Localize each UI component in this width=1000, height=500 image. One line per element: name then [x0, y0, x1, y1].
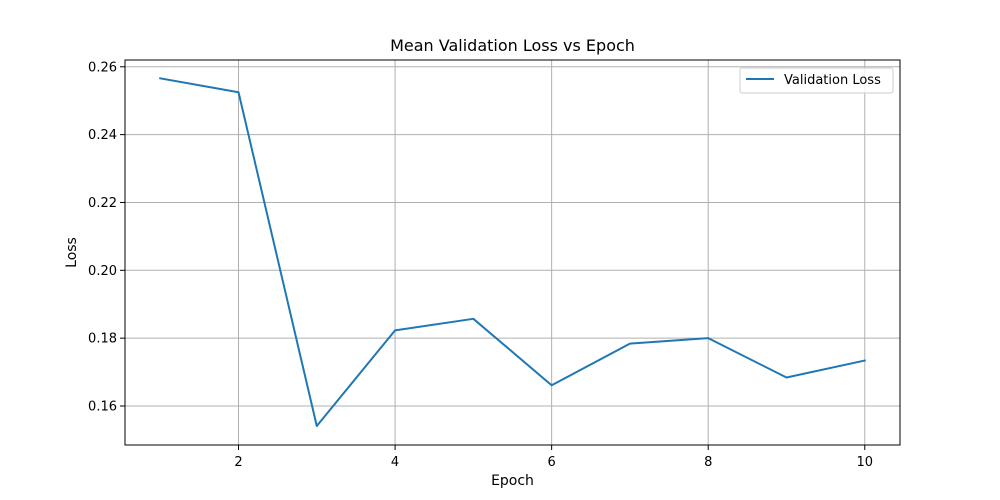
- legend-label: Validation Loss: [784, 73, 881, 88]
- y-axis-title: Loss: [64, 237, 80, 268]
- x-tick-label: 8: [704, 455, 712, 470]
- series-lines: [159, 77, 866, 427]
- legend: Validation Loss: [739, 67, 894, 94]
- y-tick-label: 0.16: [88, 399, 117, 414]
- y-tick-label: 0.20: [88, 264, 117, 279]
- y-tick-label: 0.24: [88, 128, 117, 143]
- x-tick-label: 10: [856, 455, 873, 470]
- y-tick-label: 0.18: [88, 332, 117, 347]
- x-axis-title: Epoch: [491, 473, 534, 489]
- y-tick-label: 0.22: [88, 196, 117, 211]
- axis-ticks: 2 4 6 8 10 0.16 0.18 0.20 0.22 0.24 0.26: [88, 60, 873, 470]
- series-line: [159, 77, 866, 427]
- grid-lines: [125, 60, 900, 445]
- x-tick-label: 2: [234, 455, 242, 470]
- y-tick-label: 0.26: [88, 60, 117, 75]
- x-tick-label: 4: [391, 455, 399, 470]
- chart-title: Mean Validation Loss vs Epoch: [390, 36, 635, 55]
- legend-box: [739, 67, 894, 94]
- x-tick-label: 6: [548, 455, 556, 470]
- plot-area-frame: [124, 59, 901, 446]
